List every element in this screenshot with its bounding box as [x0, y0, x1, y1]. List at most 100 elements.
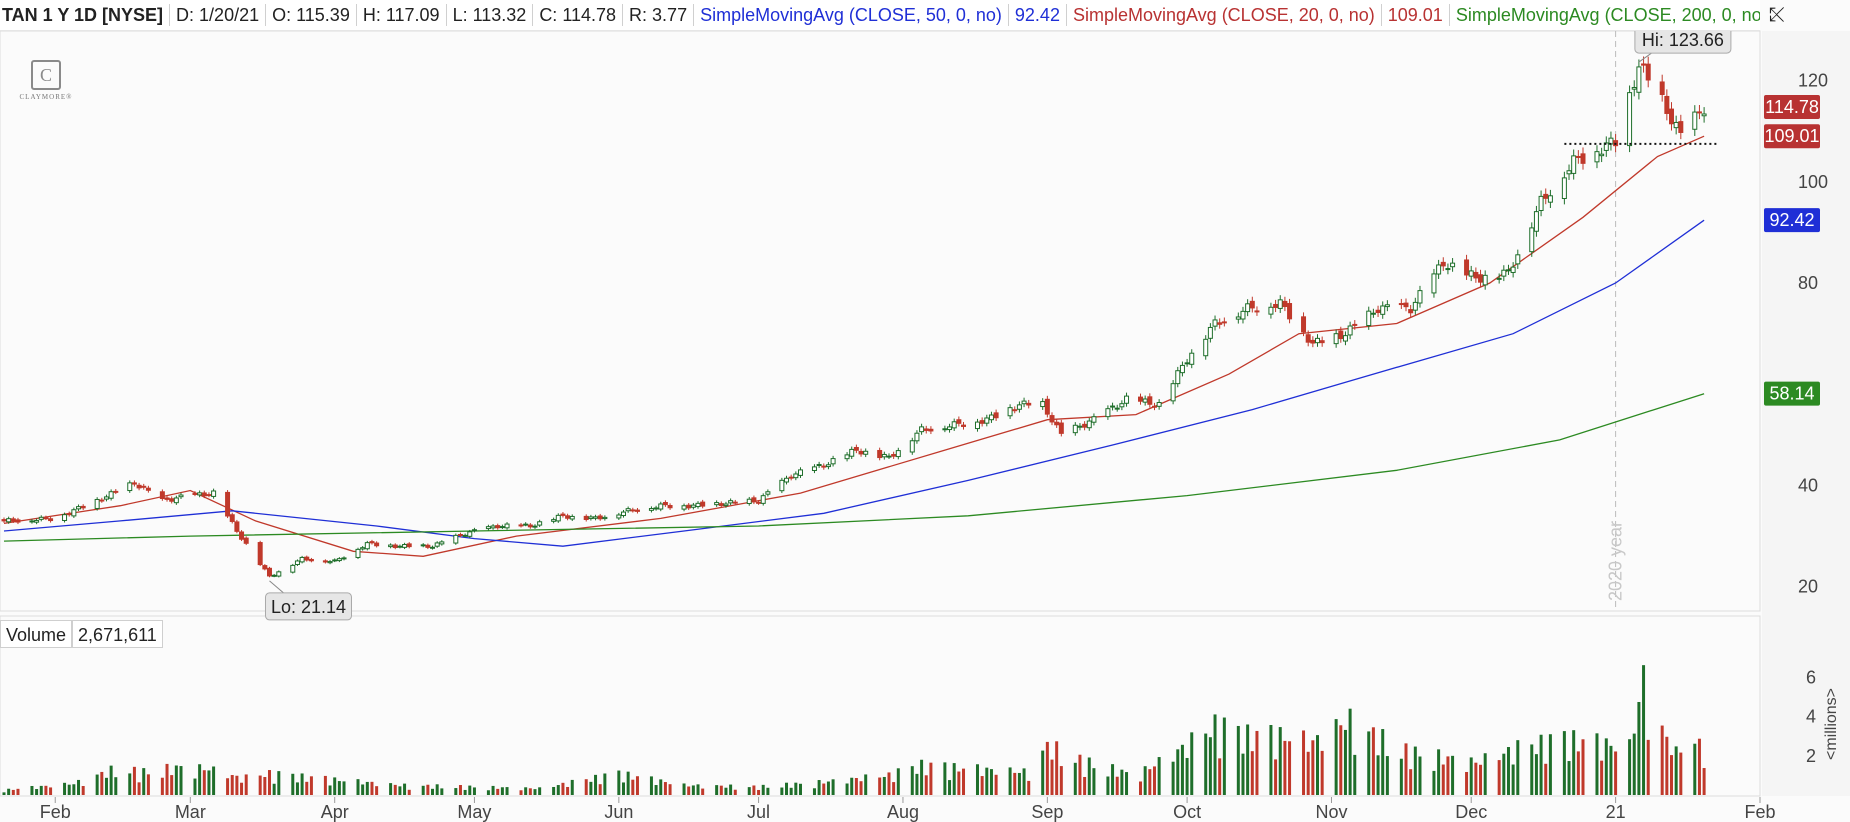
volume-bar	[212, 766, 216, 795]
candle-body	[1305, 334, 1311, 343]
volume-bar	[831, 779, 835, 795]
candle-body	[1184, 362, 1190, 365]
volume-bar	[1148, 769, 1152, 795]
volume-bar	[100, 771, 104, 795]
volume-bar	[468, 785, 472, 795]
candle-body	[290, 564, 296, 573]
y-tick-label: 120	[1798, 71, 1828, 91]
volume-bar	[1511, 764, 1515, 795]
candle-body	[360, 547, 366, 550]
candle-body	[886, 455, 892, 458]
candle-body	[336, 558, 342, 562]
volume-bar	[244, 774, 248, 795]
volume-bar	[81, 786, 85, 795]
x-tick-label: Aug	[887, 802, 919, 822]
volume-bar	[114, 777, 118, 795]
volume-bar	[1250, 751, 1254, 795]
candle-body	[760, 495, 766, 504]
volume-bar	[845, 783, 849, 795]
candle-body	[1575, 155, 1581, 158]
candle-body	[993, 412, 999, 419]
volume-bar	[1255, 730, 1259, 795]
candle-body	[625, 508, 631, 512]
volume-bar	[1278, 727, 1282, 795]
candle-body	[1505, 269, 1511, 272]
volume-bar	[1399, 758, 1403, 795]
volume-bar	[142, 768, 146, 795]
volume-bar	[398, 786, 402, 795]
candle-body	[6, 518, 12, 523]
volume-bar	[104, 777, 108, 795]
volume-bar	[594, 774, 598, 795]
volume-bar	[300, 773, 304, 795]
volume-bar	[1632, 733, 1636, 795]
candle-body	[881, 453, 887, 458]
volume-bar	[440, 788, 444, 795]
volume-bar	[1483, 753, 1487, 795]
candle-body	[1319, 340, 1325, 344]
candle-body	[690, 504, 696, 508]
volume-bar	[1572, 730, 1576, 795]
volume-bar	[240, 782, 244, 795]
volume-bar	[95, 774, 99, 795]
candle-body	[1408, 309, 1414, 314]
volume-bar	[1213, 714, 1217, 795]
volume-bar	[267, 770, 271, 795]
candle-body	[1571, 155, 1577, 174]
volume-bar	[598, 784, 602, 795]
volume-bar	[72, 784, 76, 795]
volume-bar	[1283, 740, 1287, 795]
candle-body	[1692, 111, 1698, 130]
candle-body	[299, 556, 305, 563]
collapse-icon[interactable]: ⤪	[1769, 4, 1785, 26]
candle-body	[821, 465, 827, 468]
candle-body	[877, 449, 883, 459]
candle-body	[392, 544, 398, 549]
volume-bar	[859, 781, 863, 795]
volume-bar	[1236, 725, 1240, 795]
volume-bar	[826, 781, 830, 795]
candle-body	[234, 521, 240, 532]
symbol-label[interactable]: TAN 1 Y 1D [NYSE]	[0, 4, 171, 26]
volume-bar	[1404, 743, 1408, 795]
sma50-label[interactable]: SimpleMovingAvg (CLOSE, 50, 0, no)	[694, 4, 1009, 26]
candle-body	[648, 508, 654, 511]
candle-body	[518, 524, 524, 527]
candle-body	[1254, 310, 1260, 313]
volume-bar	[342, 781, 346, 795]
candle-body	[1482, 274, 1488, 286]
price-tag	[1764, 208, 1820, 233]
candle-body	[1207, 326, 1213, 339]
volume-bar	[864, 774, 868, 795]
candle-body	[560, 513, 566, 516]
volume-bar	[552, 786, 556, 795]
candle-body	[364, 542, 370, 550]
volume-bar	[1111, 764, 1115, 795]
volume-bar	[202, 770, 206, 795]
volume-bar	[1497, 760, 1501, 795]
candle-body	[1440, 261, 1446, 267]
candle-body	[201, 492, 207, 497]
volume-bar	[230, 775, 234, 795]
volume-tick-label: 4	[1806, 707, 1816, 727]
candle-body	[1473, 271, 1479, 279]
volume-bar	[1413, 746, 1417, 795]
volume-bar	[1115, 776, 1119, 795]
volume-bar	[263, 777, 267, 795]
candle-body	[765, 491, 771, 495]
candle-body	[620, 511, 626, 517]
candle-body	[406, 543, 412, 548]
sma20-label[interactable]: SimpleMovingAvg (CLOSE, 20, 0, no)	[1067, 4, 1382, 26]
candle-body	[1701, 113, 1707, 117]
volume-bar	[1125, 772, 1129, 795]
candle-body	[453, 534, 459, 544]
volume-bar	[1534, 754, 1538, 795]
volume-bar	[1637, 701, 1641, 795]
candle-body	[523, 523, 529, 526]
candle-body	[569, 515, 575, 520]
candle-body	[108, 491, 114, 499]
sma200-label[interactable]: SimpleMovingAvg (CLOSE, 200, 0, no)	[1450, 4, 1760, 26]
volume-bar	[1642, 665, 1646, 795]
candle-body	[1375, 309, 1381, 314]
candle-body	[1301, 316, 1307, 333]
